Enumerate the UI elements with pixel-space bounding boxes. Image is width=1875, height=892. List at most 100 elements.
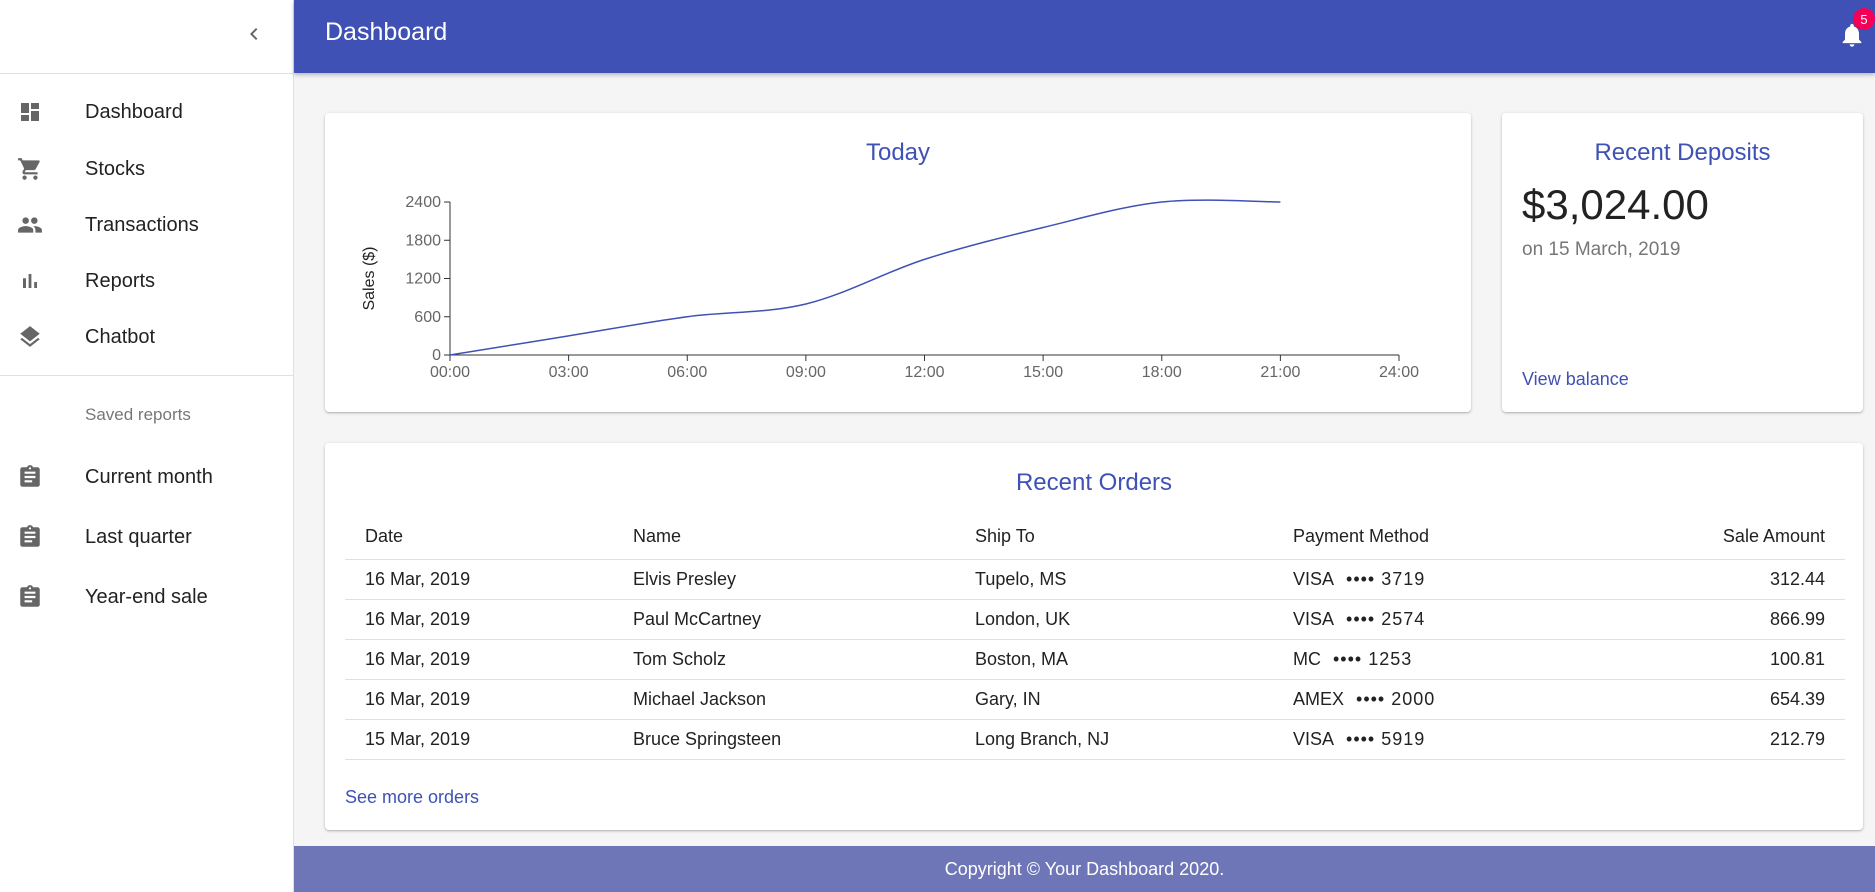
- order-name: Michael Jackson: [613, 679, 955, 720]
- deposits-title: Recent Deposits: [1594, 139, 1771, 166]
- table-row: 16 Mar, 2019 Paul McCartney London, UK V…: [345, 599, 1845, 640]
- order-ship-to: Boston, MA: [955, 639, 1273, 680]
- saved-report-label: Last quarter: [85, 525, 192, 548]
- y-tick-label: 600: [414, 309, 441, 326]
- order-name: Paul McCartney: [613, 599, 955, 640]
- copyright-text: Copyright © Your Dashboard 2020.: [944, 858, 1225, 879]
- table-row: 16 Mar, 2019 Michael Jackson Gary, IN AM…: [345, 679, 1845, 720]
- collapse-sidebar-button[interactable]: [236, 16, 272, 52]
- sidebar: Dashboard Stocks Transactions Reports Ch…: [0, 0, 294, 892]
- order-date: 16 Mar, 2019: [345, 679, 613, 720]
- card-type: VISA: [1293, 569, 1335, 589]
- recent-deposits-card: Recent Deposits $3,024.00 on 15 March, 2…: [1502, 113, 1863, 412]
- saved-reports-header: Saved reports: [85, 405, 191, 424]
- card-last4: •••• 2574: [1346, 609, 1426, 629]
- order-ship-to: Long Branch, NJ: [955, 719, 1273, 760]
- x-tick-label: 12:00: [904, 364, 944, 381]
- order-payment: AMEX •••• 2000: [1273, 679, 1578, 720]
- order-payment: MC •••• 1253: [1273, 639, 1578, 680]
- sidebar-item-dashboard[interactable]: Dashboard: [0, 85, 293, 139]
- order-amount: 654.39: [1577, 679, 1845, 720]
- order-payment: VISA •••• 5919: [1273, 719, 1578, 760]
- see-more-orders-link[interactable]: See more orders: [345, 787, 480, 807]
- bell-icon: [1842, 23, 1862, 47]
- assignment-icon: [17, 584, 43, 610]
- orders-table: Date Name Ship To Payment Method Sale Am…: [345, 514, 1845, 760]
- x-tick-label: 06:00: [667, 364, 707, 381]
- card-type: VISA: [1293, 609, 1335, 629]
- x-tick-label: 21:00: [1260, 364, 1300, 381]
- order-ship-to: Tupelo, MS: [955, 559, 1273, 600]
- y-tick-label: 1200: [405, 271, 441, 288]
- sidebar-item-stocks[interactable]: Stocks: [0, 142, 293, 196]
- layers-icon: [17, 324, 43, 350]
- card-last4: •••• 5919: [1346, 729, 1426, 749]
- dashboard-icon: [17, 99, 43, 125]
- cart-icon: [17, 156, 43, 182]
- order-amount: 312.44: [1577, 559, 1845, 600]
- card-type: MC: [1293, 649, 1321, 669]
- table-row: 16 Mar, 2019 Tom Scholz Boston, MA MC •••…: [345, 639, 1845, 680]
- x-tick-label: 18:00: [1142, 364, 1182, 381]
- orders-title: Recent Orders: [1015, 469, 1173, 496]
- deposit-amount: $3,024.00: [1522, 181, 1709, 228]
- card-last4: •••• 3719: [1346, 569, 1426, 589]
- sidebar-header: [0, 0, 293, 74]
- today-chart-card: Today 0 600 1200 1800 2400 00:00 03:00 06:00 09:…: [325, 113, 1471, 412]
- y-tick-label: 1800: [405, 232, 441, 249]
- sidebar-item-label: Transactions: [85, 213, 199, 236]
- view-balance-link[interactable]: View balance: [1522, 369, 1629, 389]
- chevron-left-icon: [250, 28, 258, 40]
- column-header-payment-method: Payment Method: [1273, 514, 1578, 560]
- x-tick-label: 09:00: [786, 364, 826, 381]
- sales-line-chart: 0 600 1200 1800 2400 00:00 03:00 06:00 09:00 12:0…: [361, 194, 1419, 381]
- sidebar-item-chatbot[interactable]: Chatbot: [0, 310, 293, 364]
- notification-badge: 5: [1853, 8, 1875, 30]
- order-amount: 866.99: [1577, 599, 1845, 640]
- column-header-sale-amount: Sale Amount: [1577, 514, 1845, 560]
- people-icon: [17, 212, 43, 238]
- sidebar-item-label: Reports: [85, 269, 156, 292]
- order-ship-to: Gary, IN: [955, 679, 1273, 720]
- saved-report-year-end-sale[interactable]: Year-end sale: [0, 569, 293, 625]
- y-tick-label: 0: [432, 347, 441, 364]
- notifications-button[interactable]: 5: [1835, 8, 1875, 52]
- y-axis-label: Sales ($): [361, 246, 378, 310]
- table-row: 15 Mar, 2019 Bruce Springsteen Long Bran…: [345, 719, 1845, 760]
- saved-report-last-quarter[interactable]: Last quarter: [0, 509, 293, 565]
- column-header-date: Date: [345, 514, 613, 560]
- order-name: Elvis Presley: [613, 559, 955, 600]
- sidebar-item-label: Stocks: [85, 157, 146, 180]
- order-date: 15 Mar, 2019: [345, 719, 613, 760]
- sales-series-line: [449, 199, 1281, 356]
- bar-chart-icon: [17, 268, 43, 294]
- saved-report-label: Year-end sale: [85, 585, 208, 608]
- recent-orders-card: Recent Orders Date Name Ship To Payment …: [325, 443, 1863, 830]
- order-date: 16 Mar, 2019: [345, 559, 613, 600]
- x-tick-label: 15:00: [1023, 364, 1063, 381]
- order-date: 16 Mar, 2019: [345, 599, 613, 640]
- column-header-name: Name: [613, 514, 955, 560]
- table-row: 16 Mar, 2019 Elvis Presley Tupelo, MS VI…: [345, 559, 1845, 600]
- order-amount: 212.79: [1577, 719, 1845, 760]
- card-type: AMEX: [1293, 689, 1345, 709]
- sidebar-item-transactions[interactable]: Transactions: [0, 198, 293, 252]
- sidebar-item-label: Dashboard: [85, 100, 183, 123]
- sidebar-item-reports[interactable]: Reports: [0, 254, 293, 308]
- order-payment: VISA •••• 3719: [1273, 559, 1578, 600]
- saved-report-label: Current month: [85, 465, 213, 488]
- footer: Copyright © Your Dashboard 2020.: [294, 846, 1875, 892]
- sidebar-item-label: Chatbot: [85, 325, 156, 348]
- sidebar-divider: [0, 375, 293, 376]
- chart-title: Today: [865, 139, 931, 166]
- order-name: Tom Scholz: [613, 639, 955, 680]
- app-bar: Dashboard 5: [294, 0, 1875, 73]
- card-type: VISA: [1293, 729, 1335, 749]
- order-ship-to: London, UK: [955, 599, 1273, 640]
- order-payment: VISA •••• 2574: [1273, 599, 1578, 640]
- saved-report-current-month[interactable]: Current month: [0, 449, 293, 505]
- card-last4: •••• 1253: [1333, 649, 1413, 669]
- page-title: Dashboard: [325, 18, 448, 46]
- order-name: Bruce Springsteen: [613, 719, 955, 760]
- x-tick-label: 00:00: [430, 364, 470, 381]
